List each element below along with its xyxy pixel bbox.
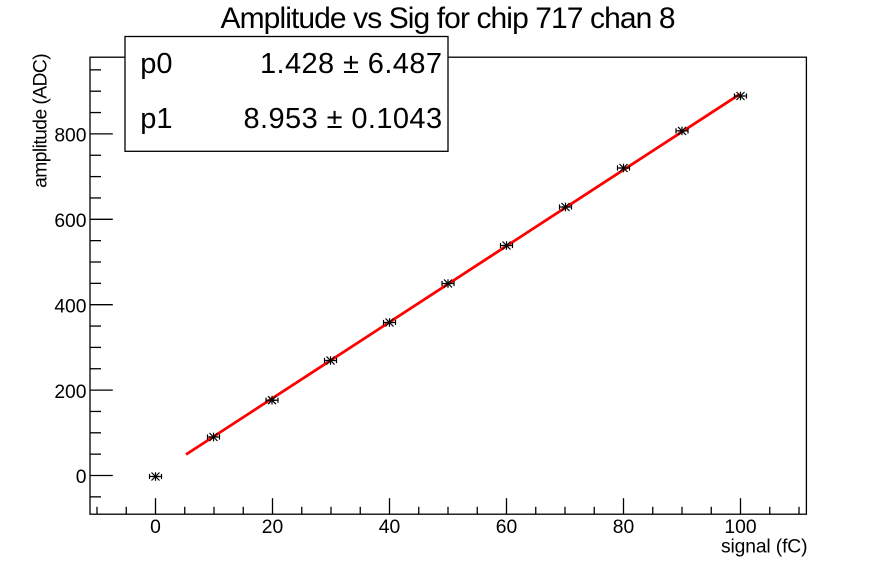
svg-text:80: 80 [613,517,634,538]
svg-text:400: 400 [54,296,86,317]
svg-text:Amplitude vs Sig for chip 717: Amplitude vs Sig for chip 717 chan 8 [221,2,676,35]
svg-text:0: 0 [76,467,87,488]
svg-text:0: 0 [150,517,161,538]
svg-text:signal (fC): signal (fC) [721,536,808,557]
svg-text:p1: p1 [140,103,172,135]
svg-text:600: 600 [54,211,86,232]
svg-text:100: 100 [724,517,756,538]
svg-text:800: 800 [54,126,86,147]
svg-text:8.953 ± 0.1043: 8.953 ± 0.1043 [244,103,443,135]
svg-text:1.428 ± 6.487: 1.428 ± 6.487 [260,48,442,80]
svg-text:40: 40 [379,517,400,538]
svg-text:p0: p0 [140,48,172,80]
svg-text:200: 200 [54,382,86,403]
svg-text:60: 60 [496,517,517,538]
svg-text:amplitude (ADC): amplitude (ADC) [30,53,51,188]
svg-text:20: 20 [262,517,283,538]
